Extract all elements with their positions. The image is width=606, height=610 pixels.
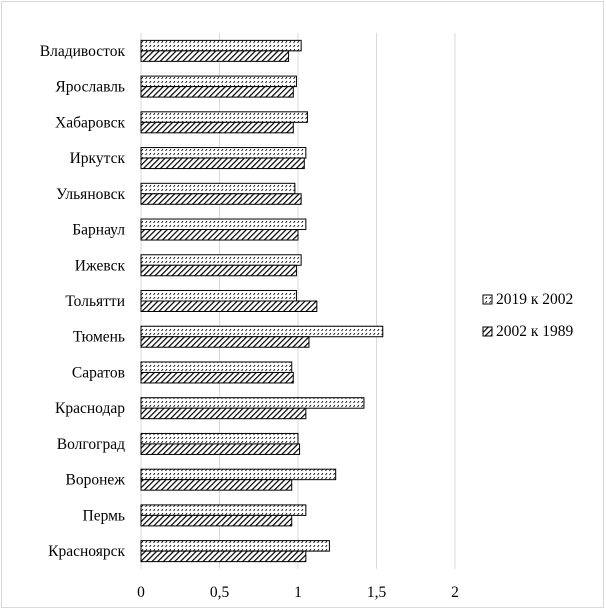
bar-series2 bbox=[140, 193, 302, 205]
category-label: Ульяновск bbox=[56, 186, 125, 203]
bar-series2 bbox=[140, 336, 310, 348]
bar-series2 bbox=[140, 50, 290, 62]
bar-series1 bbox=[140, 504, 307, 516]
category-label: Пермь bbox=[83, 507, 125, 524]
x-tick-label: 0,5 bbox=[210, 584, 230, 601]
bar-series2 bbox=[140, 300, 318, 312]
legend-swatch bbox=[482, 326, 493, 337]
bar-series1 bbox=[140, 75, 297, 88]
category-label: Краснодар bbox=[55, 400, 125, 417]
legend-swatch bbox=[482, 294, 493, 305]
bar-series2 bbox=[140, 479, 293, 491]
x-tick-label: 0 bbox=[137, 584, 145, 601]
bar-series1 bbox=[140, 361, 293, 373]
category-label: Тольятти bbox=[65, 293, 125, 310]
bar-series1 bbox=[140, 39, 302, 52]
bar-series2 bbox=[140, 121, 294, 134]
bar-series2 bbox=[140, 157, 305, 170]
category-label: Владивосток bbox=[40, 43, 126, 60]
legend-label: 2002 к 1989 bbox=[496, 323, 574, 340]
bars bbox=[140, 39, 384, 563]
legend-label: 2019 к 2002 bbox=[496, 291, 573, 308]
bar-series1 bbox=[140, 325, 384, 338]
bar-series1 bbox=[140, 111, 308, 123]
bar-series1 bbox=[140, 468, 337, 481]
category-label: Красноярск bbox=[48, 543, 125, 560]
category-label: Ижевск bbox=[75, 257, 126, 274]
bar-series2 bbox=[140, 514, 293, 527]
category-label: Ярославль bbox=[55, 79, 125, 96]
bar-series1 bbox=[140, 290, 297, 302]
x-tick-labels: 0 0,5 1 1,5 2 bbox=[137, 584, 459, 601]
bar-series1 bbox=[140, 182, 296, 195]
category-label: Иркутск bbox=[70, 150, 126, 167]
category-label: Хабаровск bbox=[55, 114, 125, 131]
bar-series1 bbox=[140, 432, 299, 445]
bar-series1 bbox=[140, 540, 330, 552]
category-label: Саратов bbox=[72, 364, 125, 381]
category-label: Волгоград bbox=[57, 436, 125, 453]
bar-series2 bbox=[140, 550, 307, 563]
bar-series2 bbox=[140, 86, 294, 98]
category-label: Барнаул bbox=[72, 222, 125, 239]
bar-series1 bbox=[140, 147, 307, 159]
bar-series1 bbox=[140, 254, 302, 266]
legend: 2019 к 2002 2002 к 1989 bbox=[482, 291, 574, 340]
x-tick-label: 1 bbox=[294, 584, 302, 601]
category-labels: Красноярск Пермь Воронеж Волгоград Краснодар… bbox=[40, 43, 126, 560]
bar-series1 bbox=[140, 218, 307, 231]
bar-series2 bbox=[140, 443, 301, 455]
x-tick-label: 2 bbox=[451, 584, 459, 601]
category-label: Тюмень bbox=[73, 329, 125, 346]
bar-series2 bbox=[140, 371, 294, 384]
bar-series2 bbox=[140, 264, 297, 277]
category-label: Воронеж bbox=[66, 472, 126, 489]
x-tick-label: 1,5 bbox=[367, 584, 387, 601]
bar-series1 bbox=[140, 397, 365, 409]
bar-series2 bbox=[140, 229, 299, 241]
bar-series2 bbox=[140, 407, 307, 420]
